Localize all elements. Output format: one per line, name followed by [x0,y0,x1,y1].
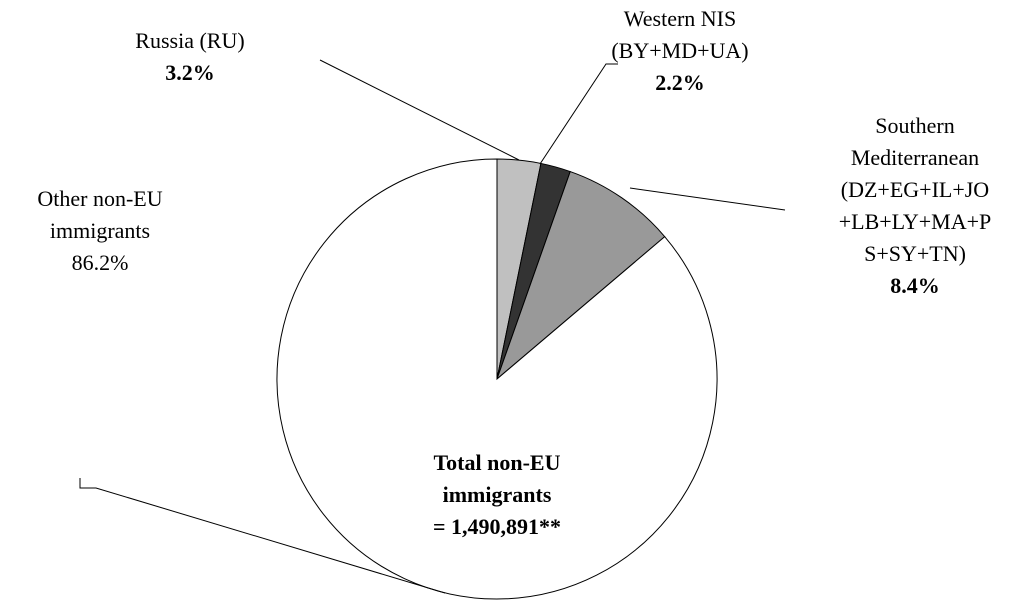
pie-slice [495,170,666,381]
slice-value-label: 2.2% [655,70,705,95]
slice-label: Other non-EU immigrants [37,186,162,243]
leader-line [79,478,446,594]
slice-value-label: 86.2% [72,250,129,275]
pie [276,158,718,600]
slice-label: Western NIS (BY+MD+UA) [611,6,748,63]
slice-value-label: 8.4% [890,273,940,298]
annotation: Total non-EU immigrants = 1,490,891** [433,450,561,539]
slice-label: Russia (RU) [135,28,244,53]
leader-line [539,63,618,165]
slice-value-label: 3.2% [165,60,215,85]
leader-line [629,187,786,211]
leader-line [319,59,520,161]
pie-slice [276,158,718,600]
slice-label: Southern Mediterranean (DZ+EG+IL+JO +LB+LY+… [839,113,992,266]
